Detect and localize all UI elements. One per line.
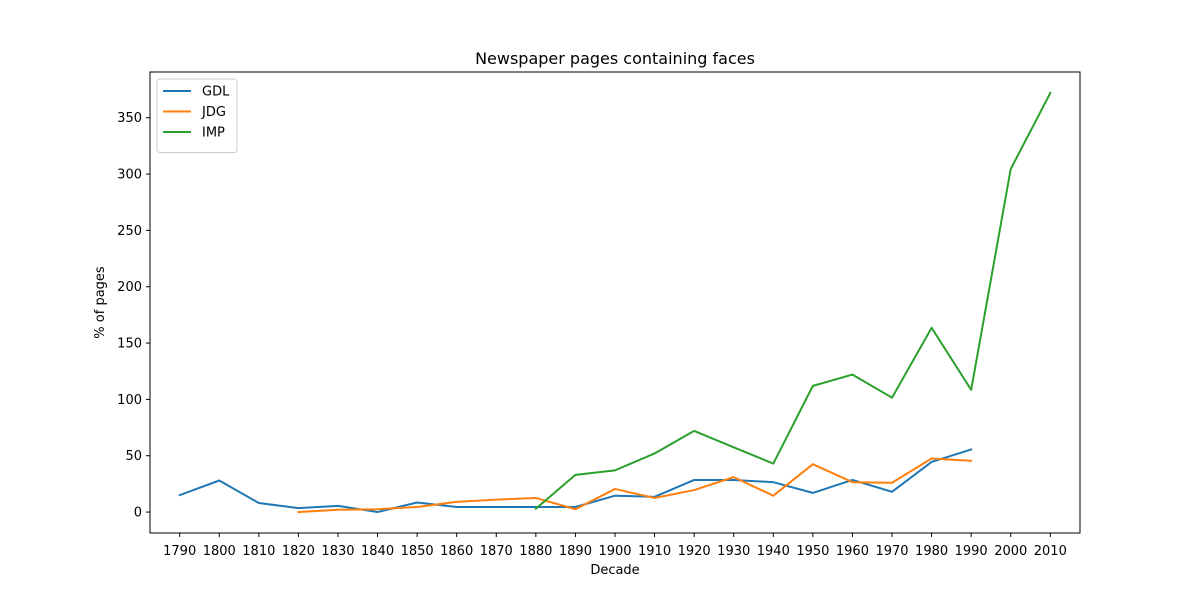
x-tick-label: 1910 — [638, 544, 671, 559]
x-tick-label: 1800 — [203, 544, 236, 559]
series-line-imp — [534, 91, 1052, 511]
x-tick-label: 1790 — [163, 544, 196, 559]
x-tick-label: 1810 — [242, 544, 275, 559]
x-tick-label: 1820 — [282, 544, 315, 559]
x-tick-label: 1880 — [519, 544, 552, 559]
x-tick-label: 1930 — [717, 544, 750, 559]
x-tick-label: 1900 — [598, 544, 631, 559]
x-tick-label: 1860 — [440, 544, 473, 559]
x-axis: 1790 1800 1810 1820 1830 1840 1850 1860 1870 1880… — [163, 533, 1067, 559]
y-tick-label: 300 — [117, 168, 142, 183]
y-axis-label: % of pages — [93, 266, 108, 339]
x-tick-label: 1920 — [678, 544, 711, 559]
x-tick-label: 1960 — [836, 544, 869, 559]
legend-label-jdg: JDG — [201, 105, 226, 120]
legend-label-imp: IMP — [202, 126, 225, 141]
x-tick-label: 1840 — [361, 544, 394, 559]
series-line-gdl — [178, 448, 973, 514]
x-tick-label: 2010 — [1034, 544, 1067, 559]
y-tick-label: 0 — [134, 506, 142, 521]
x-tick-label: 1940 — [757, 544, 790, 559]
y-tick-label: 100 — [117, 393, 142, 408]
x-tick-label: 2000 — [994, 544, 1027, 559]
legend-label-gdl: GDL — [202, 85, 230, 100]
plot-lines — [178, 91, 1052, 514]
series-line-jdg — [297, 457, 973, 514]
x-tick-label: 1830 — [321, 544, 354, 559]
y-tick-label: 50 — [125, 449, 142, 464]
x-tick-label: 1850 — [401, 544, 434, 559]
x-tick-label: 1890 — [559, 544, 592, 559]
x-tick-label: 1950 — [796, 544, 829, 559]
y-axis: 0 50 100 150 200 250 300 350 — [117, 111, 150, 521]
x-tick-label: 1970 — [875, 544, 908, 559]
y-tick-label: 350 — [117, 111, 142, 126]
y-tick-label: 200 — [117, 280, 142, 295]
x-tick-label: 1870 — [480, 544, 513, 559]
y-tick-label: 150 — [117, 337, 142, 352]
x-axis-label: Decade — [590, 563, 639, 578]
legend-box — [156, 78, 238, 153]
y-tick-label: 250 — [117, 224, 142, 239]
x-tick-label: 1980 — [915, 544, 948, 559]
legend: GDL JDG IMP — [156, 78, 238, 153]
chart-title: Newspaper pages containing faces — [475, 49, 755, 68]
x-tick-label: 1990 — [955, 544, 988, 559]
